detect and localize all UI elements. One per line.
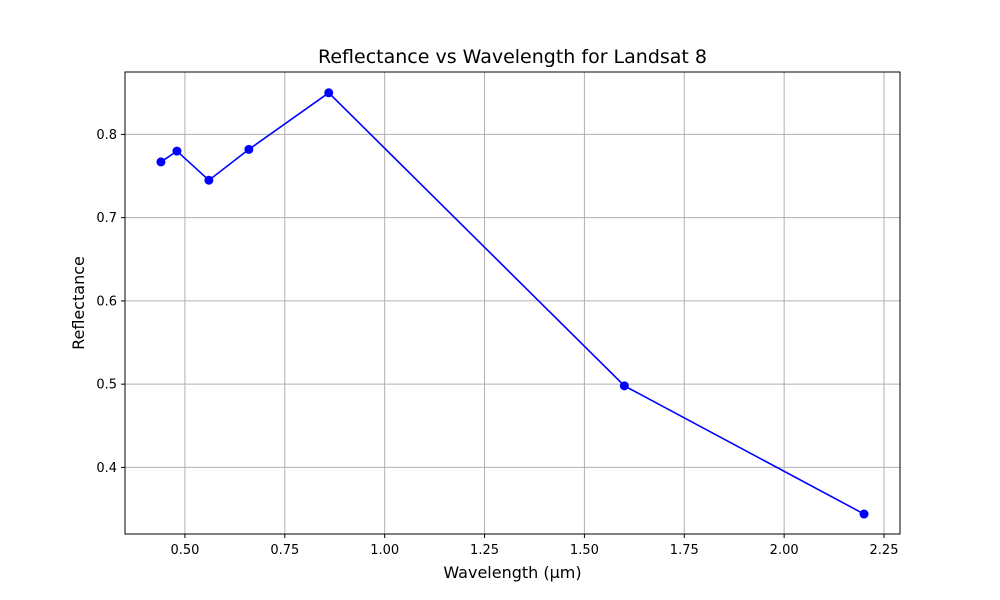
x-tick-label: 2.25 xyxy=(870,543,899,558)
x-tick-label: 2.00 xyxy=(770,543,799,558)
data-point xyxy=(204,175,214,185)
x-axis-label: Wavelength (μm) xyxy=(443,563,581,582)
series-layer xyxy=(156,88,869,519)
x-tick-label: 0.50 xyxy=(170,543,199,558)
plot-frame xyxy=(124,71,901,535)
data-point xyxy=(172,146,182,156)
data-point xyxy=(859,509,869,519)
grid xyxy=(125,72,900,534)
data-point xyxy=(619,381,629,391)
x-tick-label: 1.50 xyxy=(570,543,599,558)
y-axis-label: Reflectance xyxy=(69,256,88,350)
y-tick-label: 0.4 xyxy=(96,461,117,476)
data-point xyxy=(156,157,166,167)
y-tick-label: 0.7 xyxy=(96,211,117,226)
data-point xyxy=(244,144,254,154)
x-tick-label: 1.00 xyxy=(370,543,399,558)
x-tick-label: 0.75 xyxy=(270,543,299,558)
x-tick-label: 1.25 xyxy=(470,543,499,558)
chart-title: Reflectance vs Wavelength for Landsat 8 xyxy=(318,46,707,68)
y-tick-label: 0.8 xyxy=(96,128,117,143)
data-point xyxy=(324,88,334,98)
axis-ticks: 0.50 0.75 1.00 1.25 1.50 1.75 2.00 2.25 0.4 0.5 0.… xyxy=(96,128,898,558)
y-tick-label: 0.6 xyxy=(96,294,117,309)
y-tick-label: 0.5 xyxy=(96,378,117,393)
x-tick-label: 1.75 xyxy=(670,543,699,558)
